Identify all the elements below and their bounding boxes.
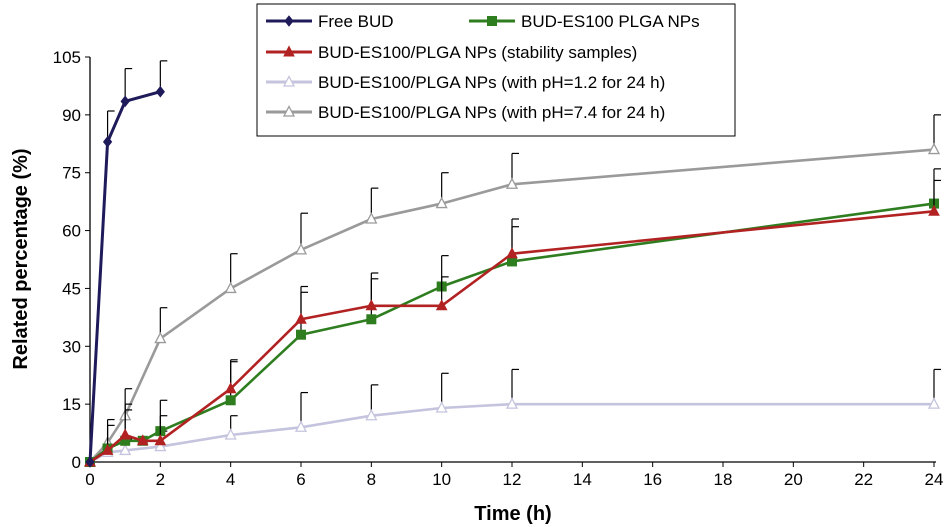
legend-swatch-marker bbox=[284, 15, 294, 27]
series-line bbox=[89, 402, 934, 464]
y-tick-label: 105 bbox=[53, 48, 81, 67]
data-point bbox=[102, 136, 113, 148]
data-point bbox=[435, 401, 448, 413]
data-point bbox=[435, 196, 448, 209]
data-point bbox=[505, 177, 519, 189]
data-point bbox=[506, 247, 518, 259]
legend-label: BUD-ES100 PLGA NPs bbox=[521, 12, 700, 31]
x-tick-label: 4 bbox=[226, 470, 235, 489]
data-point bbox=[507, 256, 517, 267]
data-point bbox=[154, 331, 167, 344]
data-point bbox=[224, 382, 237, 394]
data-point bbox=[927, 397, 941, 409]
data-point bbox=[294, 420, 308, 432]
x-tick-label: 8 bbox=[367, 470, 376, 489]
data-point bbox=[119, 443, 132, 456]
y-tick-label: 90 bbox=[62, 106, 81, 125]
data-point bbox=[366, 314, 377, 325]
legend-entry-free-bud: Free BUD bbox=[266, 12, 394, 31]
legend-entry-bud-es100-plga-nps-with-ph-7-4-for-24-h: BUD-ES100/PLGA NPs (with pH=7.4 for 24 h… bbox=[266, 103, 665, 122]
legend-swatch-marker bbox=[487, 16, 497, 26]
x-tick-label: 24 bbox=[925, 470, 944, 489]
data-point bbox=[154, 434, 167, 446]
x-tick-label: 16 bbox=[643, 470, 662, 489]
data-point bbox=[435, 299, 448, 311]
x-tick-label: 22 bbox=[854, 470, 873, 489]
legend: Free BUD BUD-ES100 PLGA NPs BUD-ES100/PLGA… bbox=[256, 3, 736, 137]
data-point bbox=[155, 85, 165, 98]
x-tick-label: 0 bbox=[85, 470, 94, 489]
legend-entry-bud-es100-plga-nps-with-ph-1-2-for-24-h: BUD-ES100/PLGA NPs (with pH=1.2 for 24 h… bbox=[266, 73, 665, 92]
y-tick-label: 0 bbox=[72, 453, 81, 472]
data-point bbox=[365, 408, 378, 421]
data-point bbox=[224, 281, 237, 294]
x-tick-label: 14 bbox=[573, 470, 592, 489]
data-point bbox=[927, 142, 941, 155]
data-point bbox=[136, 434, 149, 446]
y-tick-label: 45 bbox=[62, 279, 81, 298]
data-point bbox=[119, 428, 131, 440]
data-point bbox=[296, 329, 306, 340]
y-tick-label: 15 bbox=[62, 395, 81, 414]
data-point bbox=[101, 443, 114, 455]
x-tick-label: 20 bbox=[784, 470, 803, 489]
y-axis-title: Related percentage (%) bbox=[10, 148, 32, 369]
legend-swatch-marker bbox=[282, 75, 296, 87]
legend-entry-bud-es100-plga-nps-stability-samples: BUD-ES100/PLGA NPs (stability samples) bbox=[266, 43, 637, 62]
legend-label: Free BUD bbox=[318, 12, 394, 31]
x-tick-label: 6 bbox=[296, 470, 305, 489]
x-axis-title: Time (h) bbox=[474, 503, 551, 525]
x-tick-label: 12 bbox=[503, 470, 522, 489]
series-layer bbox=[83, 60, 941, 468]
data-point bbox=[154, 439, 167, 452]
data-point bbox=[365, 299, 378, 311]
series-line bbox=[88, 90, 161, 463]
legend-swatch-marker bbox=[282, 105, 296, 117]
legend-swatch-marker bbox=[283, 45, 295, 57]
data-point bbox=[120, 95, 130, 108]
legend-entry-bud-es100-plga-nps: BUD-ES100 PLGA NPs bbox=[469, 12, 700, 31]
data-point bbox=[928, 204, 940, 216]
legend-label: BUD-ES100/PLGA NPs (with pH=1.2 for 24 h… bbox=[318, 73, 665, 92]
data-point bbox=[85, 456, 95, 468]
x-tick-label: 18 bbox=[714, 470, 733, 489]
series-bud-es100-plga-nps-with-ph-7-4-for-24-h bbox=[83, 114, 941, 467]
data-point bbox=[225, 395, 236, 406]
series-bud-es100-plga-nps bbox=[85, 168, 941, 467]
series-bud-es100-plga-nps-stability-samples bbox=[84, 179, 941, 467]
legend-label: BUD-ES100/PLGA NPs (with pH=7.4 for 24 h… bbox=[318, 103, 665, 122]
data-point bbox=[365, 212, 378, 224]
series-bud-es100-plga-nps-with-ph-1-2-for-24-h bbox=[83, 368, 941, 467]
data-point bbox=[295, 312, 307, 324]
data-point bbox=[294, 242, 308, 255]
legend-label: BUD-ES100/PLGA NPs (stability samples) bbox=[318, 43, 637, 62]
x-tick-label: 10 bbox=[432, 470, 451, 489]
series-line bbox=[89, 148, 935, 463]
x-tick-label: 2 bbox=[156, 470, 165, 489]
y-tick-label: 75 bbox=[62, 164, 81, 183]
y-tick-label: 60 bbox=[62, 222, 81, 241]
y-tick-label: 30 bbox=[62, 337, 81, 356]
data-point bbox=[224, 428, 237, 440]
series-free-bud bbox=[85, 60, 168, 468]
data-point bbox=[505, 397, 519, 409]
